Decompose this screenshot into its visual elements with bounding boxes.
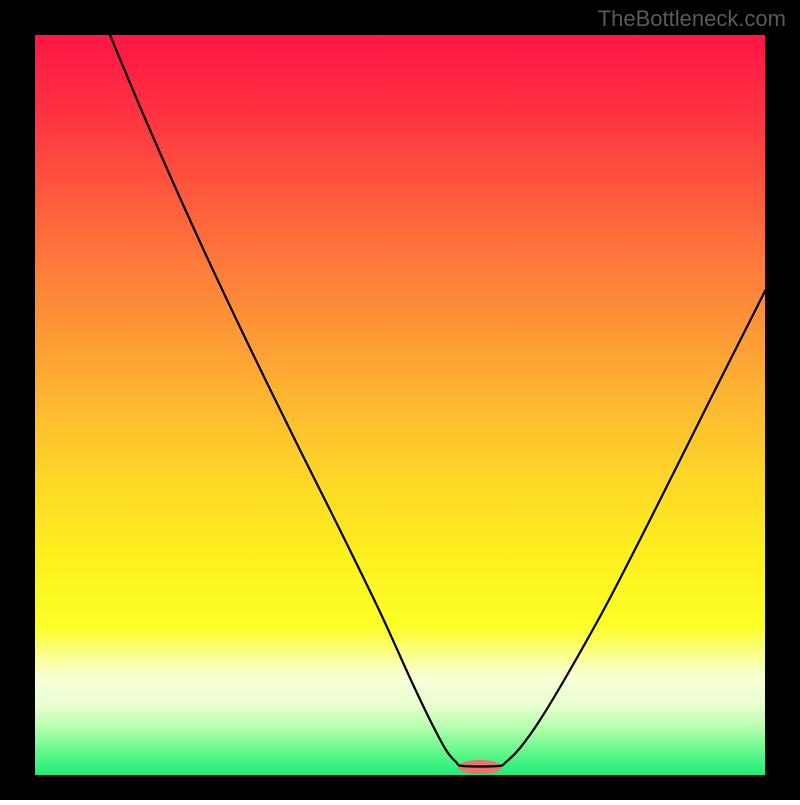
chart-svg-wrap (0, 0, 800, 805)
chart-svg (0, 0, 800, 800)
watermark-text: TheBottleneck.com (598, 6, 786, 32)
chart-container: TheBottleneck.com (0, 0, 800, 800)
plot-background (35, 35, 765, 775)
